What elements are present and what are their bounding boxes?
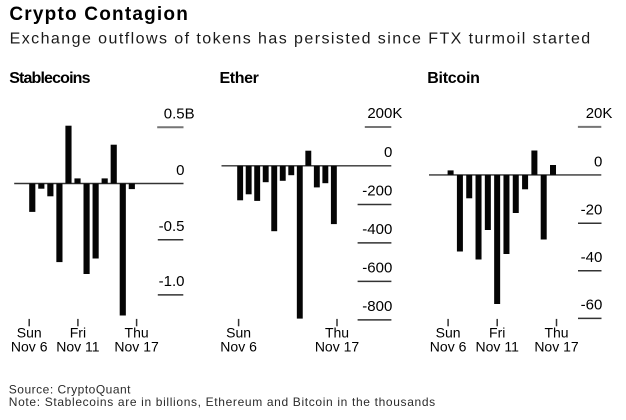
svg-text:-40: -40 (581, 249, 603, 266)
svg-text:Source: CryptoQuant: Source: CryptoQuant (9, 382, 131, 396)
svg-text:20K: 20K (586, 105, 613, 122)
svg-text:-60: -60 (581, 297, 603, 314)
svg-text:Nov 6: Nov 6 (11, 338, 48, 354)
svg-text:0.5B: 0.5B (164, 105, 195, 122)
svg-text:Nov 11: Nov 11 (56, 338, 100, 354)
svg-text:Crypto Contagion: Crypto Contagion (9, 4, 189, 25)
svg-text:Fri: Fri (489, 324, 505, 340)
svg-text:Ether: Ether (220, 70, 259, 87)
svg-text:0: 0 (594, 153, 602, 170)
svg-text:Exchange outflows of tokens ha: Exchange outflows of tokens has persiste… (10, 31, 592, 48)
svg-text:Sun: Sun (436, 324, 461, 340)
svg-text:Sun: Sun (17, 324, 42, 340)
svg-text:Nov 17: Nov 17 (534, 338, 579, 354)
svg-text:Fri: Fri (70, 324, 86, 340)
svg-text:-600: -600 (362, 260, 392, 277)
svg-text:Thu: Thu (544, 324, 568, 340)
svg-text:Nov 17: Nov 17 (114, 338, 159, 354)
svg-text:200K: 200K (367, 105, 402, 122)
svg-text:-20: -20 (581, 202, 603, 219)
svg-text:0: 0 (176, 162, 184, 179)
svg-text:-400: -400 (362, 221, 392, 238)
svg-text:Bitcoin: Bitcoin (427, 70, 479, 87)
svg-text:Stablecoins: Stablecoins (9, 70, 90, 87)
svg-text:Nov 11: Nov 11 (476, 338, 520, 354)
svg-text:-800: -800 (362, 298, 392, 315)
svg-text:Nov 6: Nov 6 (430, 338, 467, 354)
svg-text:Note: Stablecoins are in billi: Note: Stablecoins are in billions, Ether… (9, 395, 436, 409)
svg-text:Nov 17: Nov 17 (315, 338, 360, 354)
svg-text:Thu: Thu (325, 324, 349, 340)
svg-text:Sun: Sun (226, 324, 251, 340)
svg-text:Nov 6: Nov 6 (220, 338, 257, 354)
svg-text:-0.5: -0.5 (159, 218, 185, 235)
svg-text:-200: -200 (362, 183, 392, 200)
svg-text:-1.0: -1.0 (159, 273, 185, 290)
svg-text:0: 0 (384, 144, 392, 161)
svg-text:Thu: Thu (125, 324, 149, 340)
